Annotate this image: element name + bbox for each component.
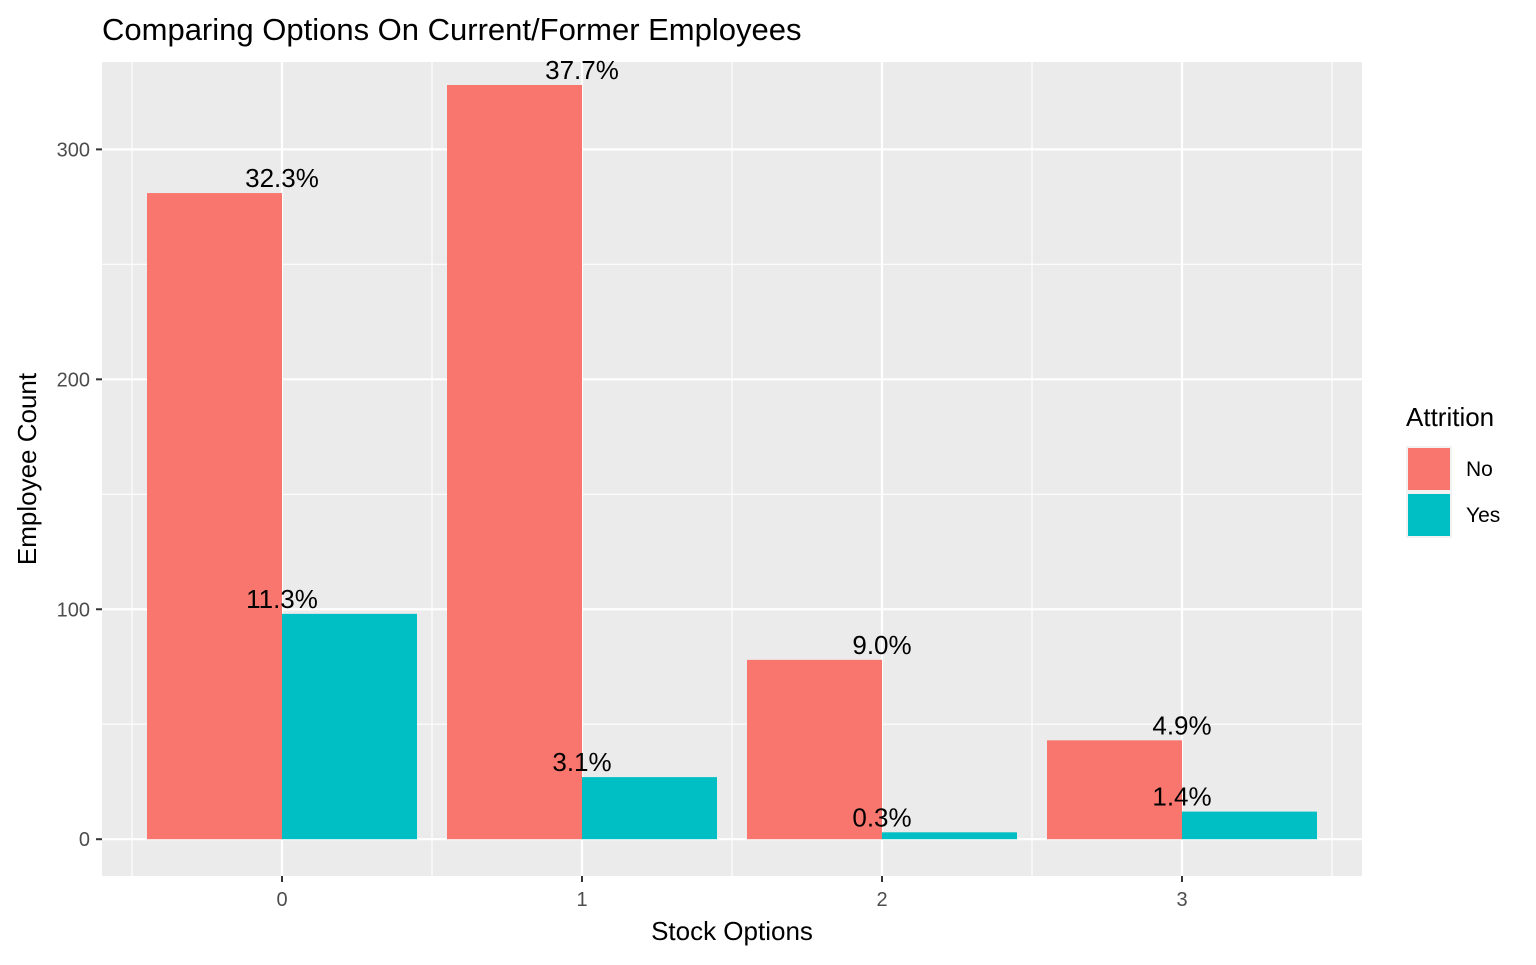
bar-no-3 (1047, 740, 1182, 840)
data-label-no-0: 32.3% (245, 163, 319, 193)
legend-label-no: No (1466, 458, 1493, 481)
chart-title: Comparing Options On Current/Former Empl… (102, 12, 801, 47)
data-label-yes-3: 1.4% (1152, 782, 1211, 812)
bar-yes-2 (882, 832, 1017, 840)
bars (147, 84, 1317, 840)
bar-no-1 (447, 84, 582, 840)
y-tick-label: 200 (57, 369, 90, 391)
bar-yes-0 (282, 613, 417, 840)
axes: 0 100 200 300 0 1 2 3 (57, 139, 1188, 911)
legend-label-yes: Yes (1466, 504, 1500, 527)
x-tick-label: 2 (876, 889, 887, 911)
bar-yes-1 (582, 777, 717, 840)
data-label-no-1: 37.7% (545, 55, 619, 85)
data-label-no-3: 4.9% (1152, 710, 1211, 740)
x-tick-label: 3 (1176, 889, 1187, 911)
y-tick-label: 0 (79, 829, 90, 851)
y-tick-label: 100 (57, 599, 90, 621)
bar-no-0 (147, 193, 282, 840)
data-label-yes-0: 11.3% (246, 584, 318, 614)
data-label-yes-2: 0.3% (852, 802, 911, 832)
y-axis-title: Employee Count (12, 372, 42, 565)
data-label-yes-1: 3.1% (552, 747, 611, 777)
x-tick-label: 1 (576, 889, 587, 911)
y-tick-label: 300 (57, 139, 90, 161)
legend-swatch-no (1408, 448, 1450, 490)
legend: Attrition No Yes (1406, 402, 1500, 538)
bar-yes-3 (1182, 811, 1317, 840)
data-label-no-2: 9.0% (852, 630, 911, 660)
data-labels: 32.3% 37.7% 9.0% 4.9% 11.3% 3.1% 0.3% 1.4% (245, 55, 1212, 832)
x-axis-title: Stock Options (651, 916, 813, 946)
bar-no-2 (747, 659, 882, 840)
x-tick-label: 0 (276, 889, 287, 911)
legend-swatch-yes (1408, 494, 1450, 536)
legend-title: Attrition (1406, 402, 1494, 432)
